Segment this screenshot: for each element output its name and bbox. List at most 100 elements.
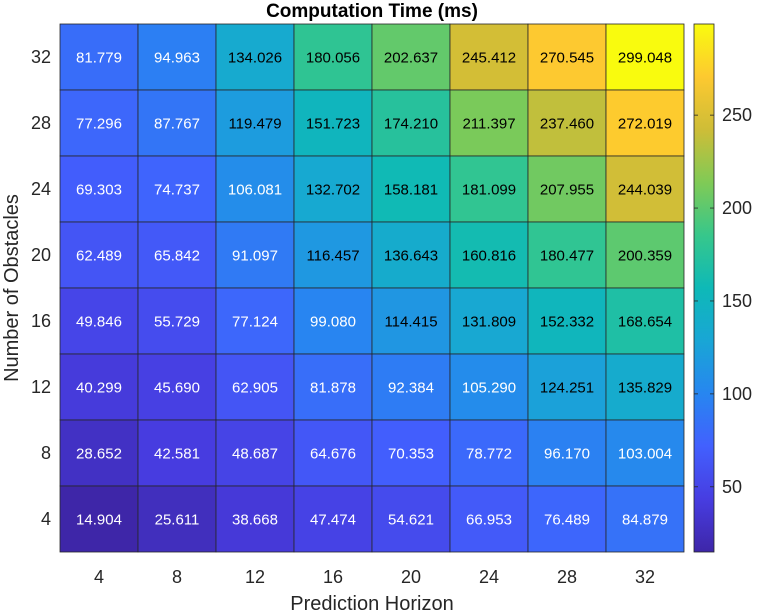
heatmap-cell (137, 419, 217, 487)
x-tick-label: 12 (245, 567, 265, 587)
heatmap-cell (137, 155, 217, 223)
x-tick-labels: 4 8 12 16 20 24 28 32 (94, 567, 655, 587)
cell-value-label: 202.637 (384, 50, 438, 67)
heatmap-cell (527, 155, 607, 223)
cell-value-label: 103.004 (618, 446, 672, 463)
heatmap-cell (605, 485, 685, 553)
cell-value-label: 62.905 (232, 380, 278, 397)
heatmap-cell (449, 23, 529, 91)
heatmap-cell (371, 353, 451, 421)
cell-value-label: 270.545 (540, 50, 594, 67)
cell-value-label: 74.737 (154, 182, 200, 199)
heatmap-cell (605, 23, 685, 91)
heatmap-cell (59, 485, 139, 553)
colorbar-tick-label: 100 (722, 384, 752, 404)
y-tick-label: 32 (31, 47, 51, 67)
colorbar-tick-label: 200 (722, 198, 752, 218)
cell-value-label: 299.048 (618, 50, 672, 67)
heatmap-cell (215, 419, 295, 487)
cell-value-label: 180.477 (540, 248, 594, 265)
heatmap-cell (59, 23, 139, 91)
heatmap-cell (371, 221, 451, 289)
x-tick-label: 24 (479, 567, 499, 587)
cell-value-label: 181.099 (462, 182, 516, 199)
cell-value-label: 14.904 (76, 512, 122, 529)
heatmap-cell (215, 221, 295, 289)
cell-value-label: 84.879 (622, 512, 668, 529)
cell-value-label: 38.668 (232, 512, 278, 529)
cell-value-label: 81.878 (310, 380, 356, 397)
cell-value-label: 91.097 (232, 248, 278, 265)
x-tick-label: 8 (172, 567, 182, 587)
colorbar-tick-label: 150 (722, 291, 752, 311)
heatmap-cell (293, 23, 373, 91)
cell-value-label: 69.303 (76, 182, 122, 199)
cell-value-label: 62.489 (76, 248, 122, 265)
heatmap-cell (527, 419, 607, 487)
x-axis-label: Prediction Horizon (290, 593, 453, 613)
y-tick-label: 8 (41, 443, 51, 463)
cell-value-label: 45.690 (154, 380, 200, 397)
heatmap-cell (605, 89, 685, 157)
heatmap-cell (449, 89, 529, 157)
cell-value-label: 70.353 (388, 446, 434, 463)
heatmap-cell (605, 353, 685, 421)
cell-value-label: 81.779 (76, 50, 122, 67)
cell-value-label: 131.809 (462, 314, 516, 331)
cell-value-label: 105.290 (462, 380, 516, 397)
heatmap-cell (605, 287, 685, 355)
heatmap-cell (215, 353, 295, 421)
cell-value-label: 48.687 (232, 446, 278, 463)
heatmap-cell (371, 155, 451, 223)
heatmap-cell (137, 23, 217, 91)
cell-value-label: 66.953 (466, 512, 512, 529)
cell-value-label: 272.019 (618, 116, 672, 133)
colorbar-tick-label: 250 (722, 105, 752, 125)
heatmap-cell (215, 287, 295, 355)
cell-value-label: 136.643 (384, 248, 438, 265)
cell-value-label: 28.652 (76, 446, 122, 463)
cell-value-label: 152.332 (540, 314, 594, 331)
y-tick-label: 20 (31, 245, 51, 265)
cell-value-label: 96.170 (544, 446, 590, 463)
cell-value-label: 151.723 (306, 116, 360, 133)
heatmap-cell (527, 89, 607, 157)
cell-value-label: 119.479 (228, 116, 281, 133)
y-tick-labels: 32 28 24 20 16 12 8 4 (31, 47, 51, 529)
cell-value-label: 87.767 (154, 116, 200, 133)
heatmap-cell (215, 23, 295, 91)
heatmap-cell (59, 155, 139, 223)
cell-value-label: 106.081 (228, 182, 282, 199)
cell-value-label: 99.080 (310, 314, 356, 331)
heatmap-cell (371, 485, 451, 553)
heatmap-cell (59, 221, 139, 289)
cell-value-label: 168.654 (618, 314, 672, 331)
y-tick-label: 24 (31, 179, 51, 199)
heatmap-cell (371, 23, 451, 91)
heatmap-cell (293, 155, 373, 223)
heatmap-cell (449, 419, 529, 487)
cell-value-label: 78.772 (466, 446, 512, 463)
cell-value-label: 76.489 (544, 512, 590, 529)
cell-value-label: 55.729 (154, 314, 200, 331)
x-tick-label: 28 (557, 567, 577, 587)
cell-value-label: 244.039 (618, 182, 672, 199)
colorbar: 50 100 150 200 250 (693, 23, 752, 553)
heatmap-cell (605, 419, 685, 487)
cell-value-label: 49.846 (76, 314, 122, 331)
cell-value-label: 47.474 (310, 512, 356, 529)
heatmap-cell (449, 287, 529, 355)
cell-value-label: 207.955 (540, 182, 594, 199)
cell-value-label: 92.384 (388, 380, 434, 397)
colorbar-gradient (693, 23, 715, 553)
heatmap-cell (215, 155, 295, 223)
colorbar-tick-label: 50 (722, 477, 742, 497)
cell-value-label: 158.181 (384, 182, 438, 199)
heatmap-cell (449, 485, 529, 553)
cell-value-label: 124.251 (540, 380, 594, 397)
cell-value-label: 94.963 (154, 50, 200, 67)
y-tick-label: 16 (31, 311, 51, 331)
y-tick-label: 4 (41, 509, 51, 529)
cell-value-label: 116.457 (306, 248, 359, 265)
